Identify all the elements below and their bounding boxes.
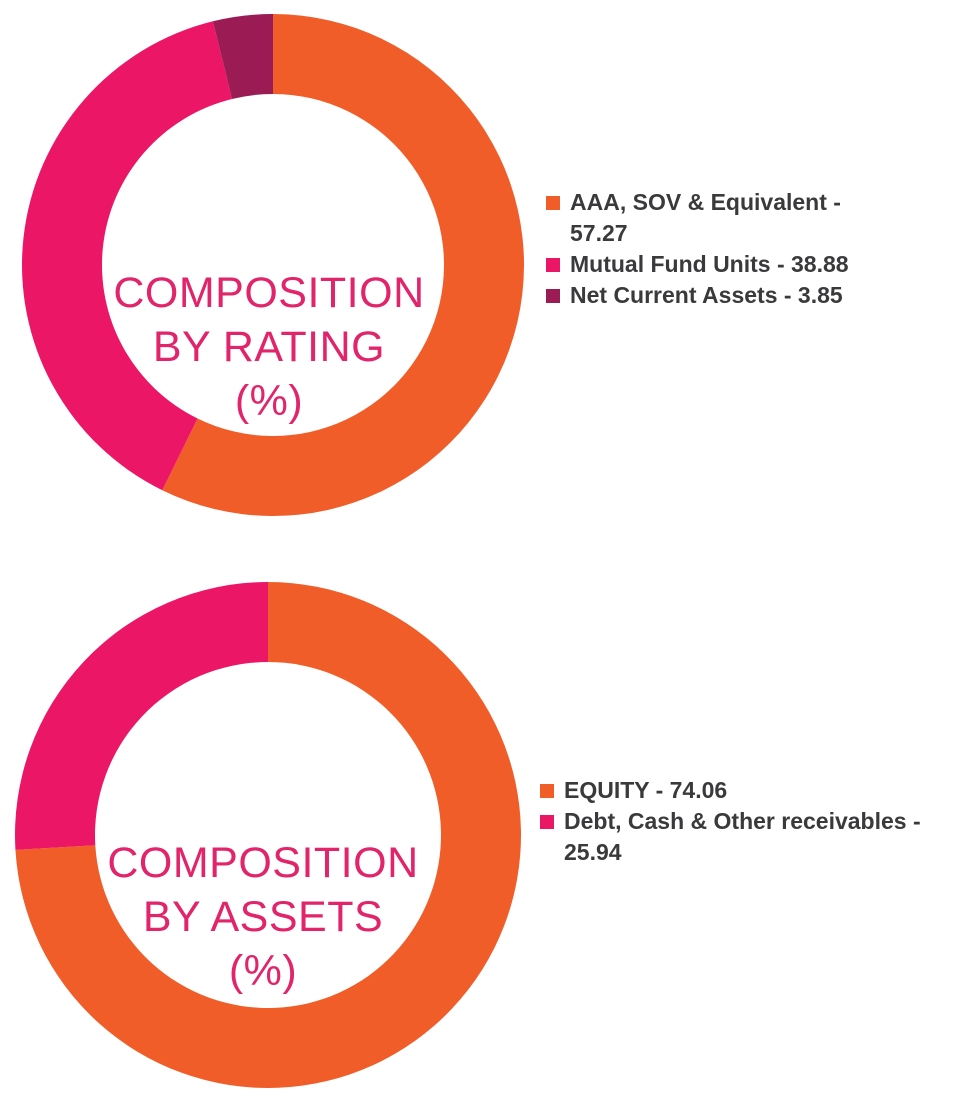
assets-composition-chart: COMPOSITION BY ASSETS (%) EQUITY - 74.06… <box>0 560 953 1119</box>
assets-title-line-1: COMPOSITION <box>107 839 419 887</box>
assets-title-line-3: (%) <box>228 947 298 995</box>
legend-label-mutual-fund: Mutual Fund Units - 38.88 <box>570 251 849 277</box>
rating-title-line-2: BY RATING <box>152 323 386 371</box>
rating-title-line-1: COMPOSITION <box>113 269 425 317</box>
rating-slice-net-current-assets <box>212 14 273 99</box>
legend-item-aaa: AAA, SOV & Equivalent - 57.27 <box>546 187 886 249</box>
assets-title-line-2: BY ASSETS <box>142 893 384 941</box>
assets-slice-debt-cash-other-receivables <box>14 582 268 850</box>
assets-chart-title: COMPOSITION BY ASSETS (%) <box>93 836 433 998</box>
legend-swatch-net-current-assets <box>546 289 560 303</box>
rating-slice-aaa-sov-equivalent <box>162 14 524 516</box>
assets-legend: EQUITY - 74.06 Debt, Cash & Other receiv… <box>540 775 940 868</box>
legend-item-mutual-fund: Mutual Fund Units - 38.88 <box>546 249 886 280</box>
rating-slice-mutual-fund-units <box>21 21 233 491</box>
assets-donut <box>14 582 522 1088</box>
legend-swatch-debt-cash <box>540 815 554 829</box>
legend-item-debt-cash: Debt, Cash & Other receivables - 25.94 <box>540 806 940 868</box>
rating-title-line-3: (%) <box>234 377 304 425</box>
legend-label-net-current-assets: Net Current Assets - 3.85 <box>570 282 843 308</box>
legend-label-debt-cash: Debt, Cash & Other receivables - 25.94 <box>564 808 921 865</box>
legend-label-equity: EQUITY - 74.06 <box>564 777 728 803</box>
legend-item-equity: EQUITY - 74.06 <box>540 775 940 806</box>
legend-swatch-equity <box>540 784 554 798</box>
rating-chart-title: COMPOSITION BY RATING (%) <box>99 266 439 428</box>
assets-slice-equity <box>15 582 522 1088</box>
legend-label-aaa: AAA, SOV & Equivalent - 57.27 <box>570 189 841 246</box>
legend-swatch-aaa <box>546 196 560 210</box>
rating-composition-chart: COMPOSITION BY RATING (%) AAA, SOV & Equ… <box>0 0 953 540</box>
legend-swatch-mutual-fund <box>546 258 560 272</box>
rating-donut <box>21 14 524 516</box>
legend-item-net-current-assets: Net Current Assets - 3.85 <box>546 280 886 311</box>
rating-legend: AAA, SOV & Equivalent - 57.27 Mutual Fun… <box>546 187 886 311</box>
